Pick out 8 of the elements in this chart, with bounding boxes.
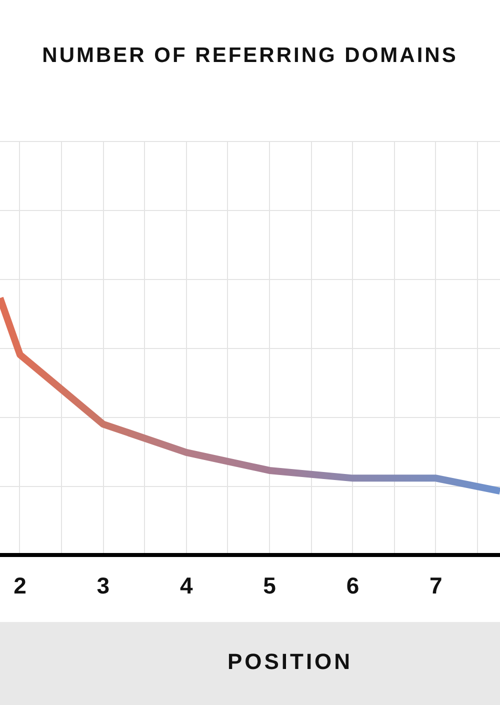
x-axis-title: POSITION: [227, 649, 353, 675]
x-tick-label: 5: [263, 572, 276, 599]
x-tick-label: 7: [430, 572, 442, 599]
x-tick-label: 2: [14, 572, 26, 599]
x-tick-label: 3: [96, 572, 110, 599]
x-tick-label: 4: [180, 572, 193, 599]
chart-title: NUMBER OF REFERRING DOMAINS: [42, 44, 458, 68]
x-tick-label: 6: [346, 572, 360, 599]
